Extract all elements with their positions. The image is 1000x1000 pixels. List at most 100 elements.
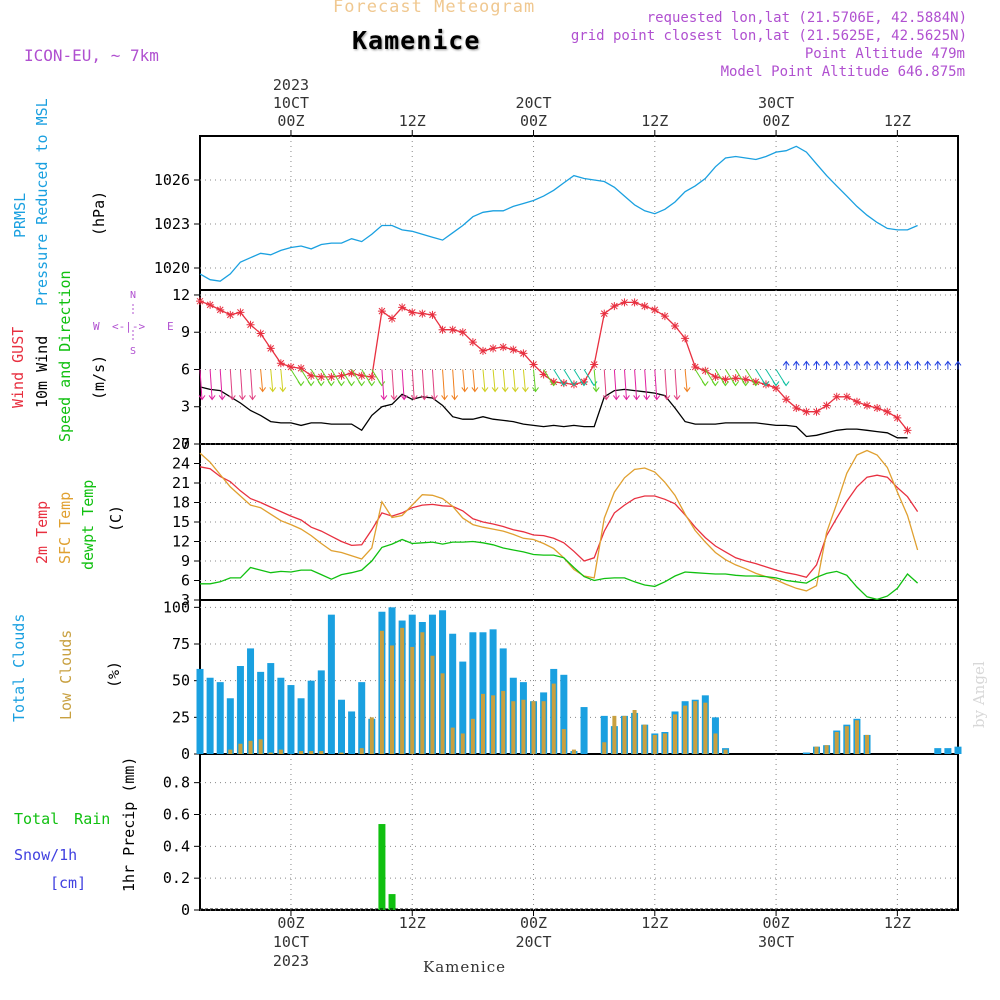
wind-arrow-head (643, 395, 651, 401)
wind-arrow-head (327, 381, 335, 387)
low-clouds-bar (319, 751, 324, 754)
wind-arrow-head (914, 360, 921, 366)
wind-arrow-head (570, 381, 578, 387)
total-clouds-bar (479, 632, 487, 754)
gust-marker (357, 371, 366, 380)
wind-direction-arrow (593, 369, 597, 392)
wind-arrow-head (501, 387, 509, 393)
wind-direction-arrow (250, 369, 254, 400)
clouds-ytick-label: 100 (163, 598, 190, 616)
bottom-time-label: 00Z (520, 914, 547, 932)
gust-marker (327, 372, 336, 381)
wind-arrow-head (843, 360, 851, 366)
top-time-label: 00Z (763, 112, 790, 130)
wind-arrow-head (400, 395, 408, 401)
gust-marker (569, 380, 578, 389)
gust-marker (286, 363, 295, 371)
gust-marker (388, 314, 397, 323)
bottom-time-label: 00Z (277, 914, 304, 932)
wind-arrow-head (772, 381, 780, 387)
low-clouds-bar (814, 746, 819, 754)
temp-ytick-label: 21 (172, 474, 190, 492)
low-clouds-bar (602, 742, 607, 754)
snow-label: Snow/1h (14, 846, 78, 864)
wind-arrow-head (441, 395, 448, 401)
temp-dewpt-line (200, 538, 919, 601)
wind-direction-arrow (603, 369, 607, 400)
wind-arrow-head (378, 381, 386, 387)
wind-direction-arrow (199, 369, 203, 400)
top-time-label: 12Z (884, 112, 911, 130)
gust-marker (478, 346, 487, 355)
low-clouds-bar (400, 627, 405, 754)
total-clouds-bar (247, 648, 255, 754)
snow-unit-label: [cm] (50, 874, 87, 892)
wind-direction-arrow (280, 369, 284, 392)
wind-arrow-head (239, 395, 246, 401)
low-clouds-bar (632, 710, 637, 754)
gust-marker (711, 372, 720, 381)
total-clouds-bar (307, 680, 315, 754)
top-time-label: 00Z (520, 112, 547, 130)
wind-arrow-head (511, 387, 519, 393)
gust-marker (772, 384, 781, 393)
clouds-ytick-label: 50 (172, 672, 190, 690)
low-clouds-bar (278, 749, 283, 754)
gust-marker (519, 349, 528, 358)
precip-ytick-label: 0.6 (163, 805, 190, 823)
gust-line (199, 300, 909, 431)
wind-arrow-head (924, 360, 932, 366)
total-clouds-bar (297, 698, 305, 754)
low-clouds-bar (430, 655, 435, 754)
wind-arrow-head (863, 360, 871, 366)
low-clouds-bar (834, 732, 839, 754)
wind-arrow-head (297, 381, 305, 387)
total-clouds-bar (954, 746, 962, 754)
wind-direction-arrow (654, 369, 658, 400)
temp-2m-line (199, 466, 919, 579)
gust-marker (539, 370, 548, 379)
low-clouds-bar (420, 632, 425, 754)
compass-vertical-icon (132, 304, 134, 342)
gust-marker (347, 369, 356, 378)
wind-direction-arrow (411, 369, 415, 400)
wind-direction-arrow (209, 369, 213, 400)
rain-bar (388, 894, 396, 910)
wind-direction-arrow (442, 369, 446, 400)
gust-marker (640, 302, 649, 311)
total-clouds-bar (580, 707, 588, 754)
wind-direction-arrow (634, 369, 638, 400)
wind-arrow-head (653, 395, 661, 401)
wind-arrow-head (954, 360, 962, 366)
gust-marker (761, 380, 770, 389)
wind-arrow-head (623, 395, 630, 401)
wind-ytick-label: 0 (181, 435, 190, 453)
wind-arrow-head (451, 395, 459, 401)
wind-direction-arrow (644, 369, 648, 400)
gust-marker (489, 344, 498, 353)
wind-arrow-head (228, 395, 236, 401)
low-clouds-bar (865, 734, 870, 754)
gust-marker (418, 309, 427, 318)
low-clouds-bar (491, 695, 496, 754)
wind-arrow-head (742, 381, 750, 387)
low-clouds-bar (228, 749, 233, 754)
low-clouds-bar (662, 733, 667, 754)
wind-arrow-head (633, 395, 640, 401)
gust-marker (438, 325, 447, 334)
wind-direction-arrow (512, 369, 516, 392)
wind-arrow-head (269, 387, 277, 393)
wind-arrow-head (461, 387, 469, 393)
pressure-ytick-label: 1020 (154, 259, 190, 277)
low-clouds-bar (359, 748, 364, 754)
pressure-panel-frame (199, 135, 959, 291)
wind-arrow-head (410, 395, 418, 401)
low-clouds-bar (723, 749, 728, 754)
low-clouds-bar (703, 702, 708, 754)
wind-direction-arrow (452, 369, 456, 400)
wind-direction-arrow (623, 369, 627, 400)
low-clouds-bar (824, 745, 829, 754)
bottom-time-label: 00Z (763, 914, 790, 932)
temp-panel-frame (199, 443, 959, 601)
total-clouds-bar (277, 677, 285, 754)
